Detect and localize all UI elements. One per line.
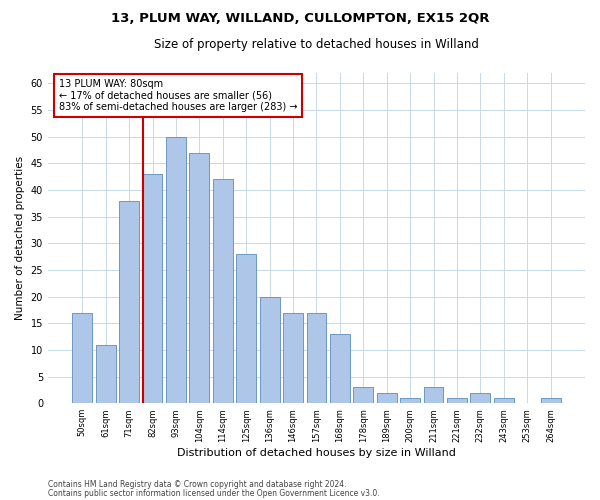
Text: Contains HM Land Registry data © Crown copyright and database right 2024.: Contains HM Land Registry data © Crown c… [48, 480, 347, 489]
Bar [447, 398, 467, 403]
Bar [166, 136, 186, 403]
Y-axis label: Number of detached properties: Number of detached properties [15, 156, 25, 320]
X-axis label: Distribution of detached houses by size in Willand: Distribution of detached houses by size … [177, 448, 456, 458]
Bar [119, 200, 139, 403]
Bar [494, 398, 514, 403]
Text: 13 PLUM WAY: 80sqm
← 17% of detached houses are smaller (56)
83% of semi-detache: 13 PLUM WAY: 80sqm ← 17% of detached hou… [59, 79, 297, 112]
Bar [96, 344, 116, 403]
Bar [236, 254, 256, 403]
Bar [143, 174, 163, 403]
Bar [330, 334, 350, 403]
Bar [470, 392, 490, 403]
Bar [260, 296, 280, 403]
Bar [283, 312, 303, 403]
Bar [377, 392, 397, 403]
Bar [541, 398, 560, 403]
Bar [400, 398, 420, 403]
Bar [353, 387, 373, 403]
Text: 13, PLUM WAY, WILLAND, CULLOMPTON, EX15 2QR: 13, PLUM WAY, WILLAND, CULLOMPTON, EX15 … [111, 12, 489, 26]
Title: Size of property relative to detached houses in Willand: Size of property relative to detached ho… [154, 38, 479, 51]
Bar [307, 312, 326, 403]
Bar [213, 179, 233, 403]
Text: Contains public sector information licensed under the Open Government Licence v3: Contains public sector information licen… [48, 488, 380, 498]
Bar [73, 312, 92, 403]
Bar [424, 387, 443, 403]
Bar [190, 152, 209, 403]
